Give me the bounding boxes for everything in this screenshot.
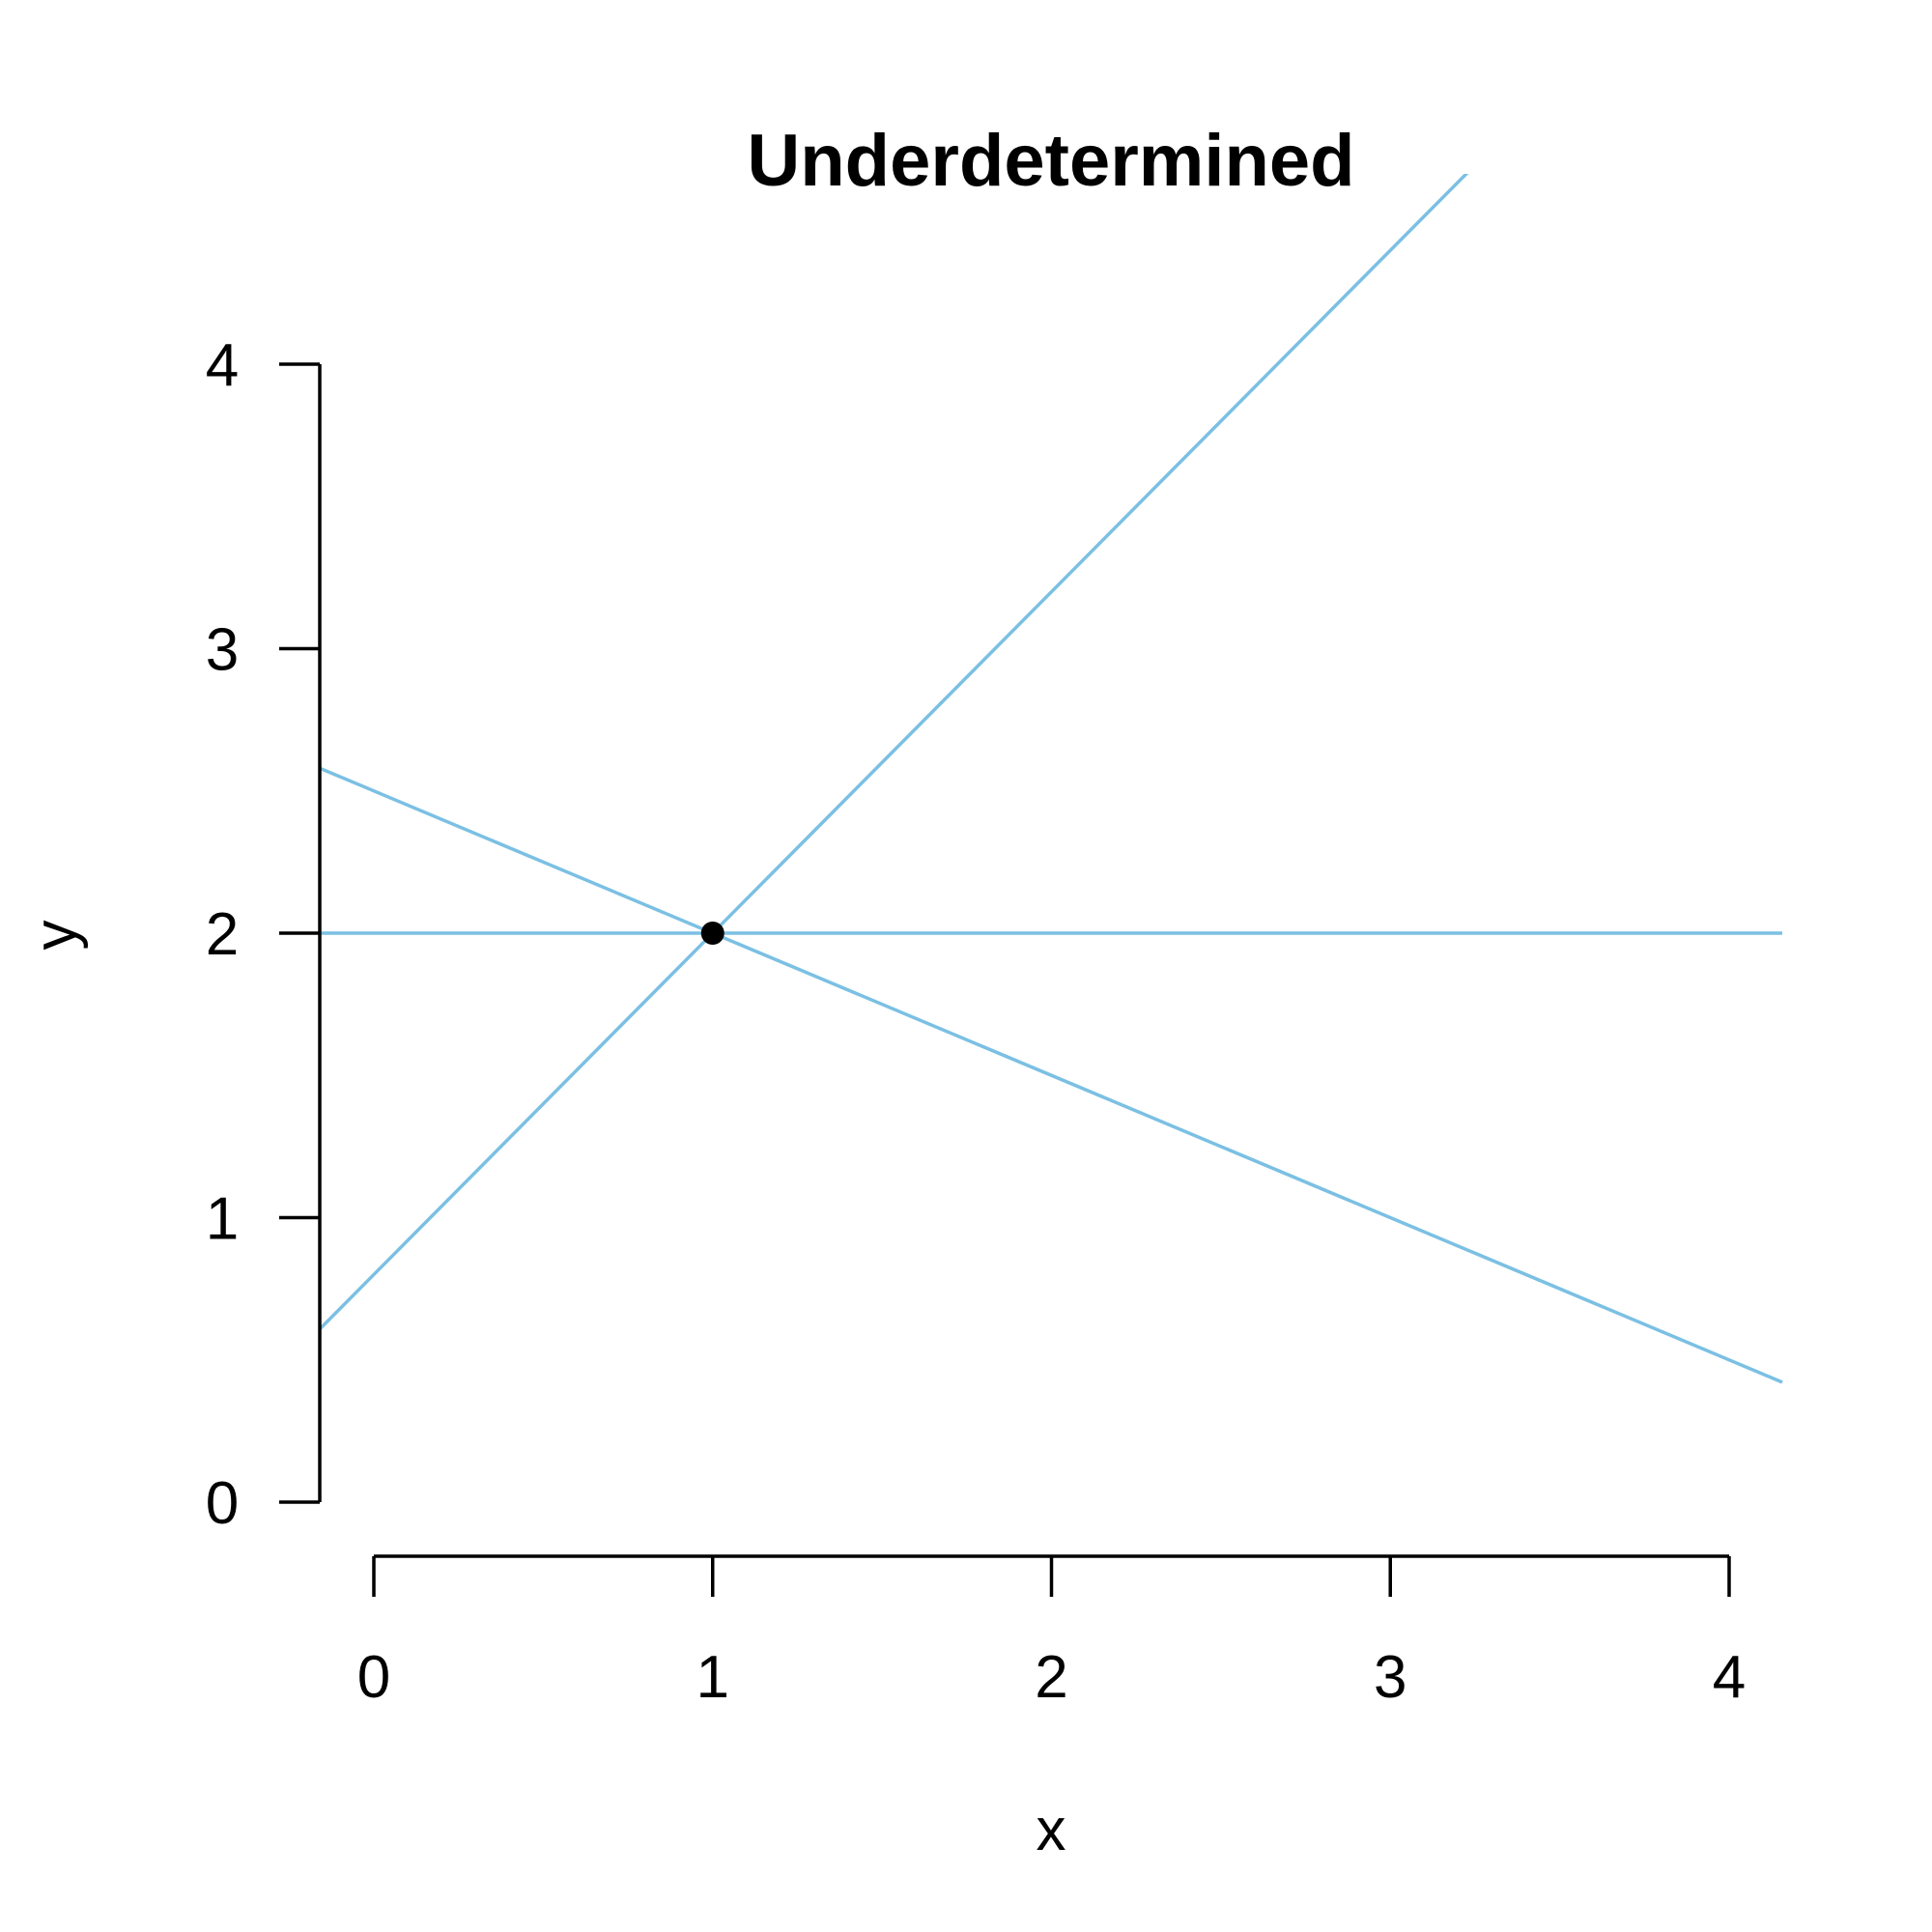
y-tick-label: 3: [206, 617, 239, 684]
chart-title: Underdetermined: [747, 120, 1354, 202]
x-tick-label: 2: [1035, 1644, 1067, 1711]
x-axis-label: x: [1037, 1797, 1066, 1863]
y-axis: 0 1 2 3 4: [206, 332, 322, 1537]
y-axis-label: y: [22, 921, 89, 951]
y-tick-label: 0: [206, 1470, 239, 1537]
x-tick-label: 0: [357, 1644, 390, 1711]
series-line-2: [319, 174, 1469, 1332]
x-tick-label: 4: [1713, 1644, 1746, 1711]
data-point-1: [700, 922, 724, 945]
series-lines: [319, 174, 1783, 1384]
y-tick-label: 4: [206, 332, 239, 399]
data-points: [700, 922, 724, 945]
x-tick-label: 3: [1374, 1644, 1406, 1711]
x-axis: 0 1 2 3 4: [357, 1554, 1746, 1711]
y-tick-label: 2: [206, 901, 239, 968]
y-tick-label: 1: [206, 1186, 239, 1253]
series-line-3: [319, 766, 1783, 1384]
x-tick-label: 1: [696, 1644, 729, 1711]
